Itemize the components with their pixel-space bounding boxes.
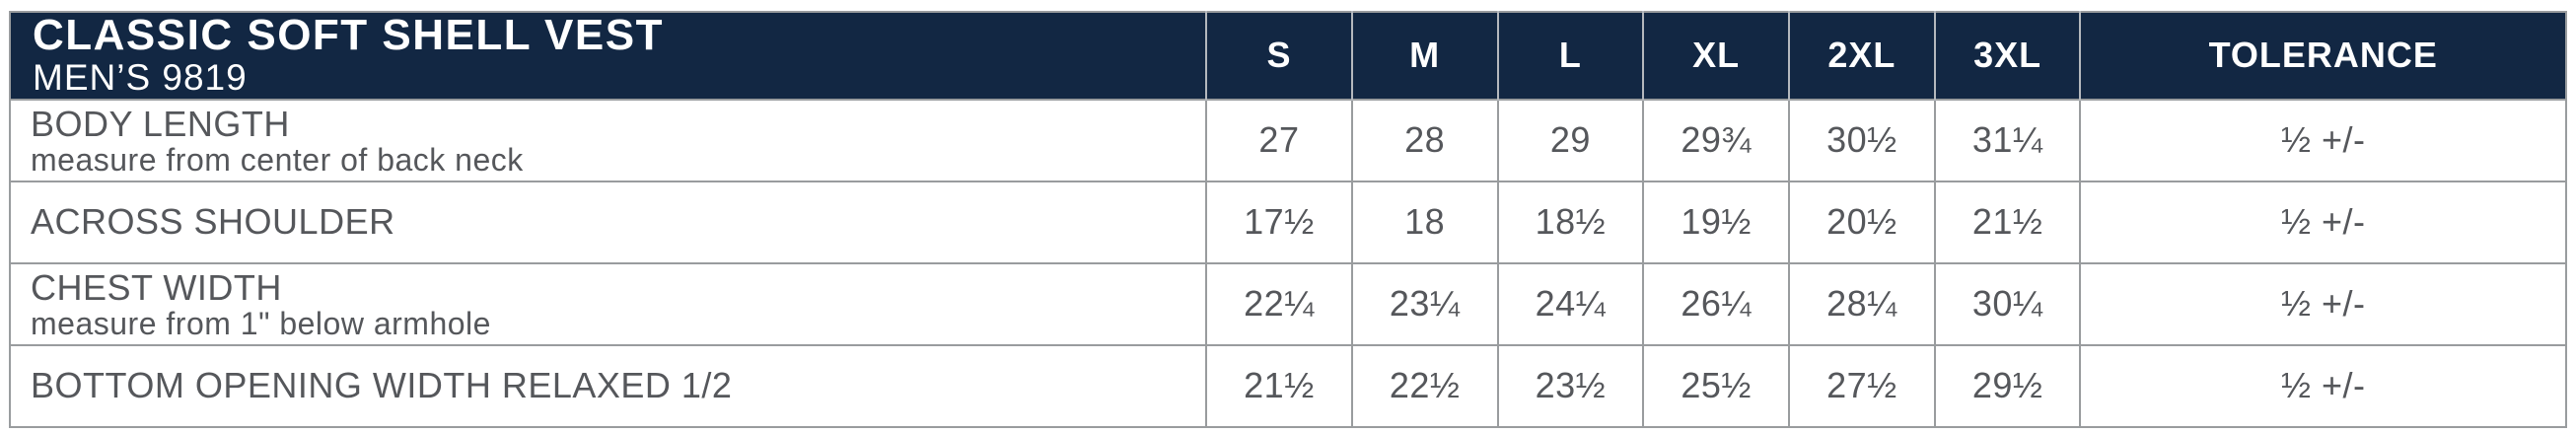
column-header-xl: XL [1642, 12, 1790, 100]
value-cell: 23½ [1496, 343, 1645, 428]
value-cell: 24¼ [1496, 261, 1645, 346]
product-subtitle: MEN’S 9819 [33, 57, 248, 99]
table-row-bottom-opening-width: BOTTOM OPENING WIDTH RELAXED 1/2 21½ 22½… [8, 343, 2567, 428]
value-cell: 29¾ [1642, 98, 1791, 182]
value-cell: 26¼ [1642, 261, 1791, 346]
measurement-label-cell: BOTTOM OPENING WIDTH RELAXED 1/2 [8, 343, 1208, 428]
value-cell: 21½ [1205, 343, 1353, 428]
measurement-label: BODY LENGTH [31, 103, 290, 144]
table-header-row: CLASSIC SOFT SHELL VEST MEN’S 9819 S M L… [10, 12, 2566, 100]
value-cell: 20½ [1788, 180, 1936, 264]
measurement-label-cell: ACROSS SHOULDER [8, 180, 1208, 264]
value-cell: 18 [1350, 180, 1499, 264]
value-cell: 28¼ [1788, 261, 1936, 346]
measurement-label-cell: BODY LENGTH measure from center of back … [8, 98, 1208, 182]
table-row-body-length: BODY LENGTH measure from center of back … [8, 98, 2567, 182]
measurement-label: BOTTOM OPENING WIDTH RELAXED 1/2 [31, 364, 733, 405]
value-cell: 22¼ [1205, 261, 1353, 346]
table-row-chest-width: CHEST WIDTH measure from 1" below armhol… [8, 261, 2567, 346]
measurement-label-cell: CHEST WIDTH measure from 1" below armhol… [8, 261, 1208, 346]
column-header-l: L [1496, 12, 1644, 100]
tolerance-cell: ½ +/- [2079, 98, 2567, 182]
value-cell: 21½ [1933, 180, 2082, 264]
tolerance-cell: ½ +/- [2079, 261, 2567, 346]
value-cell: 29½ [1933, 343, 2082, 428]
product-title: CLASSIC SOFT SHELL VEST [33, 11, 664, 59]
value-cell: 23¼ [1350, 261, 1499, 346]
column-header-3xl: 3XL [1933, 12, 2081, 100]
value-cell: 30¼ [1933, 261, 2082, 346]
value-cell: 29 [1496, 98, 1645, 182]
value-cell: 22½ [1350, 343, 1499, 428]
value-cell: 19½ [1642, 180, 1791, 264]
measurement-label: CHEST WIDTH [31, 266, 282, 308]
tolerance-cell: ½ +/- [2079, 180, 2567, 264]
value-cell: 27 [1205, 98, 1353, 182]
table-row-across-shoulder: ACROSS SHOULDER 17½ 18 18½ 19½ 20½ 21½ ½… [8, 180, 2567, 264]
product-header-cell: CLASSIC SOFT SHELL VEST MEN’S 9819 [10, 11, 1207, 100]
value-cell: 31¼ [1933, 98, 2082, 182]
value-cell: 17½ [1205, 180, 1353, 264]
value-cell: 28 [1350, 98, 1499, 182]
value-cell: 18½ [1496, 180, 1645, 264]
measurement-sublabel: measure from 1" below armhole [31, 305, 491, 341]
value-cell: 30½ [1788, 98, 1936, 182]
measurement-label: ACROSS SHOULDER [31, 200, 395, 242]
column-header-tolerance: TOLERANCE [2079, 12, 2566, 100]
size-chart-table: CLASSIC SOFT SHELL VEST MEN’S 9819 S M L… [8, 11, 2567, 428]
column-header-2xl: 2XL [1788, 12, 1935, 100]
value-cell: 27½ [1788, 343, 1936, 428]
value-cell: 25½ [1642, 343, 1791, 428]
tolerance-cell: ½ +/- [2079, 343, 2567, 428]
column-header-m: M [1350, 12, 1498, 100]
measurement-sublabel: measure from center of back neck [31, 141, 524, 178]
column-header-s: S [1205, 12, 1352, 100]
